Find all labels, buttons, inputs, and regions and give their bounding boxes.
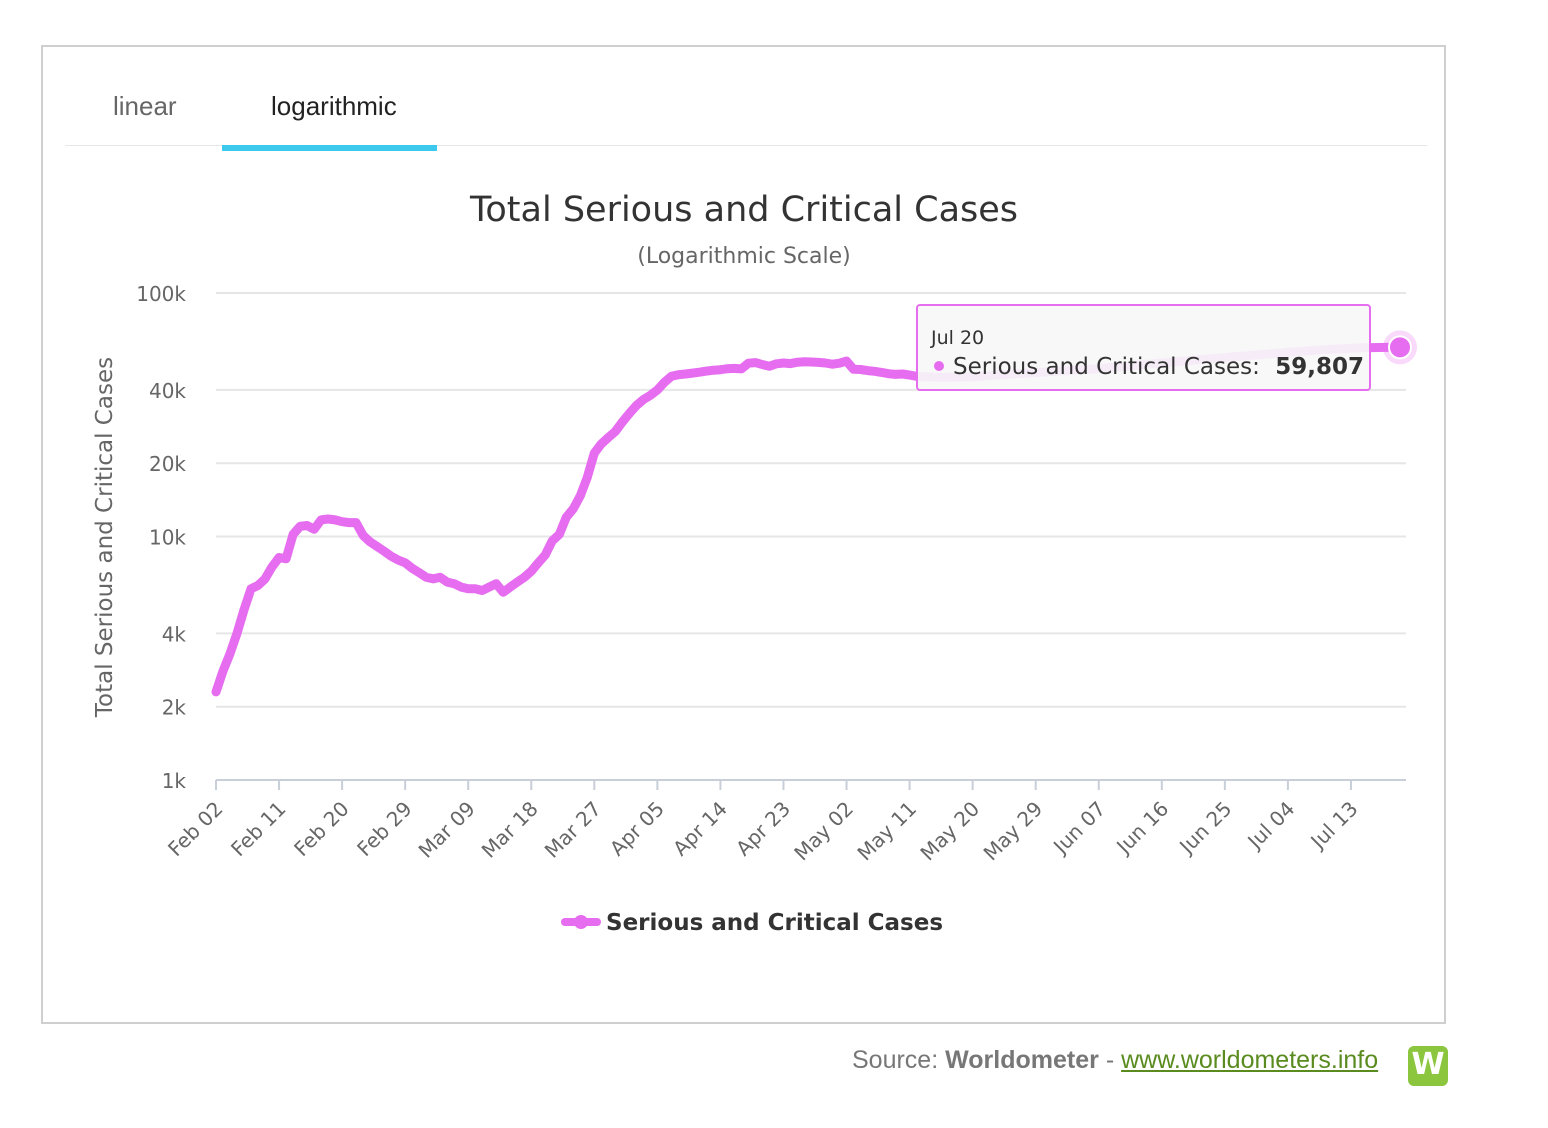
source-brand: Worldometer: [945, 1046, 1099, 1074]
x-tick-label: Jul 13: [1305, 797, 1363, 855]
data-point-marker: [1388, 335, 1412, 360]
y-axis-label: Total Serious and Critical Cases: [92, 357, 118, 718]
x-tick-label: May 02: [789, 797, 858, 866]
tooltip-value: 59,807: [1275, 354, 1364, 380]
series-line: [211, 342, 1405, 697]
active-tab-indicator: [222, 145, 437, 151]
x-tick-label: Mar 09: [414, 797, 480, 863]
y-tick-label: 100k: [136, 282, 186, 306]
legend-label: Serious and Critical Cases: [606, 910, 943, 936]
source-prefix: Source:: [852, 1046, 939, 1074]
x-tick-label: May 20: [915, 797, 984, 866]
y-tick-label: 40k: [149, 379, 186, 403]
source-credit: Source: Worldometer - www.worldometers.i…: [852, 1046, 1378, 1075]
x-tick-label: Mar 27: [540, 797, 606, 863]
tooltip-series-label: Serious and Critical Cases:: [953, 354, 1260, 380]
tooltip-date: Jul 20: [930, 327, 984, 349]
chart-panel: linear logarithmic: [41, 45, 1446, 1024]
x-tick-label: May 29: [979, 797, 1048, 866]
x-tick-label: Apr 23: [731, 797, 795, 861]
tab-linear[interactable]: linear: [113, 91, 177, 121]
y-axis: 1k 2k 4k 10k 20k 40k 100k: [136, 282, 186, 793]
x-tick-label: Jul 04: [1242, 797, 1300, 855]
chart-title: Total Serious and Critical Cases: [469, 190, 1018, 230]
x-tick-label: Feb 02: [163, 797, 228, 862]
gridlines: [216, 292, 1406, 781]
x-tick-label: Jun 25: [1173, 797, 1236, 860]
y-tick-label: 1k: [162, 769, 187, 793]
source-separator: -: [1105, 1046, 1115, 1074]
x-tick-label: Feb 20: [289, 797, 354, 862]
svg-text:Serious and Critical Cases:: Serious and Critical Cases: 59,807: [953, 354, 1364, 380]
x-tick-label: Jun 16: [1110, 797, 1173, 860]
tab-logarithmic[interactable]: logarithmic: [271, 91, 397, 121]
tooltip-marker-icon: [934, 361, 944, 371]
x-tick-label: Apr 05: [605, 797, 669, 861]
y-tick-label: 10k: [149, 526, 186, 550]
x-tick-label: Feb 29: [352, 797, 417, 862]
scale-tabs: linear logarithmic: [65, 47, 1427, 151]
x-tick-label: Jun 07: [1047, 797, 1110, 860]
legend-marker-icon: [574, 915, 588, 929]
worldometer-logo-icon: W: [1408, 1046, 1448, 1086]
source-link[interactable]: www.worldometers.info: [1121, 1046, 1379, 1074]
x-tick-label: Apr 14: [668, 797, 732, 861]
tooltip-box: [916, 304, 1371, 391]
y-tick-label: 4k: [162, 622, 187, 646]
tooltip: Jul 20 Serious and Critical Cases: 59,80…: [916, 304, 1371, 391]
x-tick-label: Mar 18: [477, 797, 543, 863]
legend[interactable]: Serious and Critical Cases: [561, 910, 943, 936]
x-tick-label: May 11: [852, 797, 921, 866]
x-tick-label: Feb 11: [226, 797, 291, 862]
y-tick-label: 2k: [162, 696, 187, 720]
chart-subtitle: (Logarithmic Scale): [637, 244, 851, 269]
y-tick-label: 20k: [149, 452, 186, 476]
